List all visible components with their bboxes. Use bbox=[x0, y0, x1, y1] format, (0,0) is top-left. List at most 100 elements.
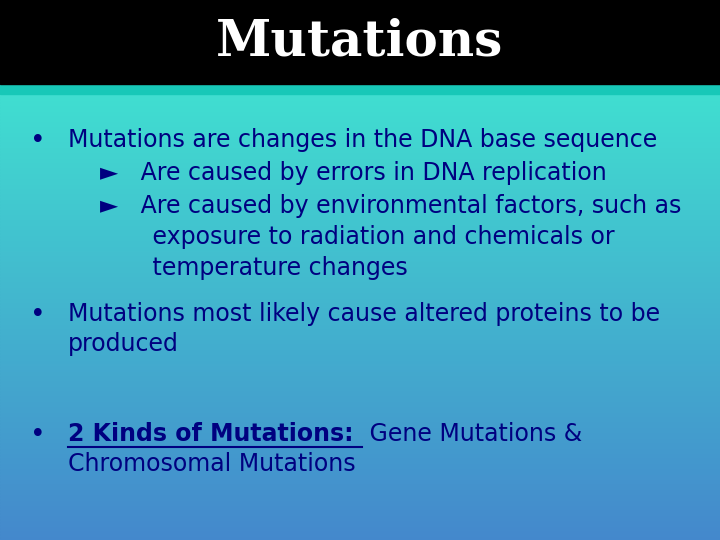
Bar bbox=[0, 199, 720, 201]
Bar bbox=[0, 303, 720, 304]
Bar bbox=[0, 285, 720, 286]
Bar bbox=[0, 495, 720, 496]
Bar bbox=[0, 382, 720, 383]
Bar bbox=[0, 205, 720, 207]
Bar bbox=[0, 403, 720, 404]
Bar bbox=[0, 132, 720, 134]
Bar bbox=[0, 184, 720, 186]
Bar bbox=[0, 125, 720, 126]
Bar bbox=[0, 214, 720, 216]
Bar bbox=[0, 147, 720, 149]
Bar bbox=[0, 265, 720, 266]
Bar bbox=[0, 475, 720, 476]
Bar bbox=[0, 322, 720, 324]
Bar bbox=[0, 253, 720, 254]
Bar bbox=[0, 411, 720, 412]
Bar bbox=[0, 388, 720, 389]
Bar bbox=[0, 342, 720, 344]
Bar bbox=[0, 318, 720, 320]
Bar bbox=[0, 482, 720, 484]
Bar bbox=[0, 90, 720, 91]
Bar bbox=[0, 421, 720, 423]
Bar bbox=[0, 423, 720, 424]
Bar bbox=[0, 460, 720, 461]
Bar bbox=[0, 171, 720, 172]
Bar bbox=[0, 260, 720, 262]
Bar bbox=[0, 166, 720, 167]
Bar bbox=[0, 281, 720, 283]
Bar bbox=[0, 140, 720, 141]
Bar bbox=[0, 178, 720, 179]
Bar bbox=[0, 493, 720, 495]
Bar bbox=[0, 501, 720, 502]
Bar bbox=[0, 96, 720, 97]
Bar bbox=[0, 529, 720, 531]
Bar bbox=[0, 244, 720, 245]
Bar bbox=[0, 218, 720, 219]
Bar bbox=[0, 315, 720, 316]
Bar bbox=[0, 296, 720, 298]
Bar bbox=[0, 402, 720, 403]
Bar bbox=[0, 446, 720, 447]
Bar bbox=[0, 111, 720, 113]
Bar bbox=[0, 467, 720, 469]
Bar bbox=[0, 283, 720, 285]
Text: temperature changes: temperature changes bbox=[100, 256, 408, 280]
Bar bbox=[0, 538, 720, 540]
Bar bbox=[0, 440, 720, 441]
Text: •: • bbox=[30, 302, 45, 328]
Bar bbox=[0, 105, 720, 106]
Bar bbox=[0, 374, 720, 376]
Bar bbox=[0, 219, 720, 221]
Bar bbox=[0, 294, 720, 295]
Bar bbox=[0, 163, 720, 164]
Bar bbox=[0, 155, 720, 157]
Bar bbox=[0, 309, 720, 310]
Bar bbox=[0, 136, 720, 137]
Bar bbox=[0, 134, 720, 136]
Bar bbox=[0, 177, 720, 178]
Bar bbox=[0, 280, 720, 281]
Bar bbox=[0, 344, 720, 345]
Bar bbox=[0, 517, 720, 519]
Bar bbox=[0, 505, 720, 507]
Bar bbox=[0, 409, 720, 411]
Text: 2 Kinds of Mutations:: 2 Kinds of Mutations: bbox=[68, 422, 361, 446]
Bar bbox=[0, 169, 720, 171]
Bar bbox=[0, 301, 720, 303]
Bar bbox=[0, 470, 720, 471]
Bar bbox=[0, 262, 720, 263]
Bar bbox=[0, 357, 720, 359]
Bar bbox=[0, 432, 720, 434]
Bar bbox=[0, 391, 720, 393]
Bar bbox=[0, 0, 720, 84]
Bar bbox=[0, 212, 720, 213]
Bar bbox=[0, 173, 720, 175]
Bar bbox=[0, 131, 720, 132]
Bar bbox=[0, 295, 720, 296]
Bar bbox=[0, 532, 720, 534]
Bar bbox=[0, 145, 720, 146]
Bar bbox=[0, 266, 720, 268]
Bar bbox=[0, 400, 720, 402]
Bar bbox=[0, 443, 720, 444]
Bar bbox=[0, 248, 720, 249]
Bar bbox=[0, 161, 720, 163]
Bar bbox=[0, 497, 720, 499]
Bar bbox=[0, 458, 720, 460]
Bar bbox=[0, 452, 720, 453]
Bar bbox=[0, 534, 720, 536]
Bar bbox=[0, 347, 720, 348]
Bar bbox=[0, 479, 720, 481]
Bar bbox=[0, 292, 720, 294]
Bar bbox=[0, 473, 720, 475]
Bar bbox=[0, 376, 720, 377]
Bar bbox=[0, 188, 720, 190]
Bar bbox=[0, 417, 720, 418]
Bar bbox=[0, 88, 720, 90]
Bar bbox=[0, 225, 720, 227]
Bar bbox=[0, 528, 720, 529]
Bar bbox=[0, 321, 720, 322]
Bar bbox=[0, 327, 720, 328]
Bar bbox=[0, 428, 720, 429]
